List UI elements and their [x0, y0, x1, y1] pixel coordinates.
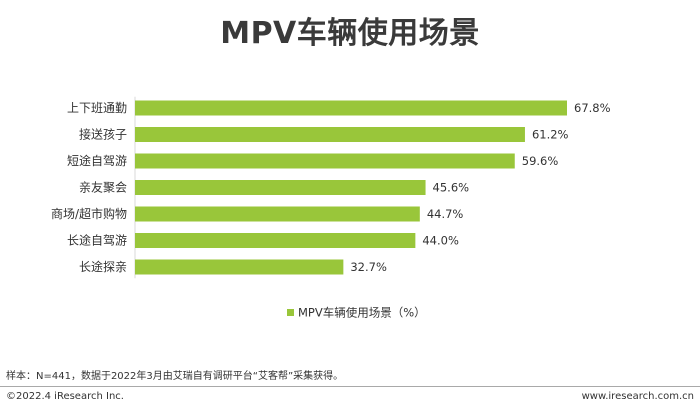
value-label: 32.7% [350, 260, 387, 274]
category-label: 亲友聚会 [79, 181, 127, 195]
bar[interactable] [135, 233, 416, 248]
category-label: 接送孩子 [79, 127, 127, 142]
bar-chart: 上下班通勤 67.8% 接送孩子 61.2% 短途自驾游 59.6% 亲友聚会 45.6% 商场… [51, 96, 611, 320]
value-label: 67.8% [574, 101, 611, 115]
bar[interactable] [135, 180, 426, 195]
category-label: 短途自驾游 [67, 153, 127, 168]
bar[interactable] [135, 153, 515, 169]
category-label: 长途自驾游 [67, 233, 127, 248]
bar[interactable] [135, 206, 420, 222]
value-label: 44.0% [422, 234, 459, 248]
bar[interactable] [135, 127, 525, 142]
website-url[interactable]: www.iresearch.com.cn [581, 391, 694, 402]
chart-title: MPV车辆使用场景 [220, 16, 480, 51]
category-label: 上下班通勤 [67, 101, 127, 115]
bar[interactable] [135, 259, 344, 275]
value-label: 45.6% [433, 181, 470, 195]
footer-divider [0, 386, 700, 387]
legend-swatch [287, 309, 294, 316]
value-label: 61.2% [532, 128, 569, 142]
category-label: 长途探亲 [79, 259, 127, 274]
value-label: 59.6% [522, 154, 559, 168]
bar[interactable] [135, 100, 567, 116]
value-label: 44.7% [427, 207, 464, 221]
category-label: 商场/超市购物 [51, 206, 127, 221]
sample-note: 样本：N=441，数据于2022年3月由艾瑞自有调研平台“艾客帮”采集获得。 [6, 371, 344, 382]
copyright-text: ©2022.4 iResearch Inc. [6, 391, 124, 402]
legend-label: MPV车辆使用场景（%） [298, 306, 426, 320]
